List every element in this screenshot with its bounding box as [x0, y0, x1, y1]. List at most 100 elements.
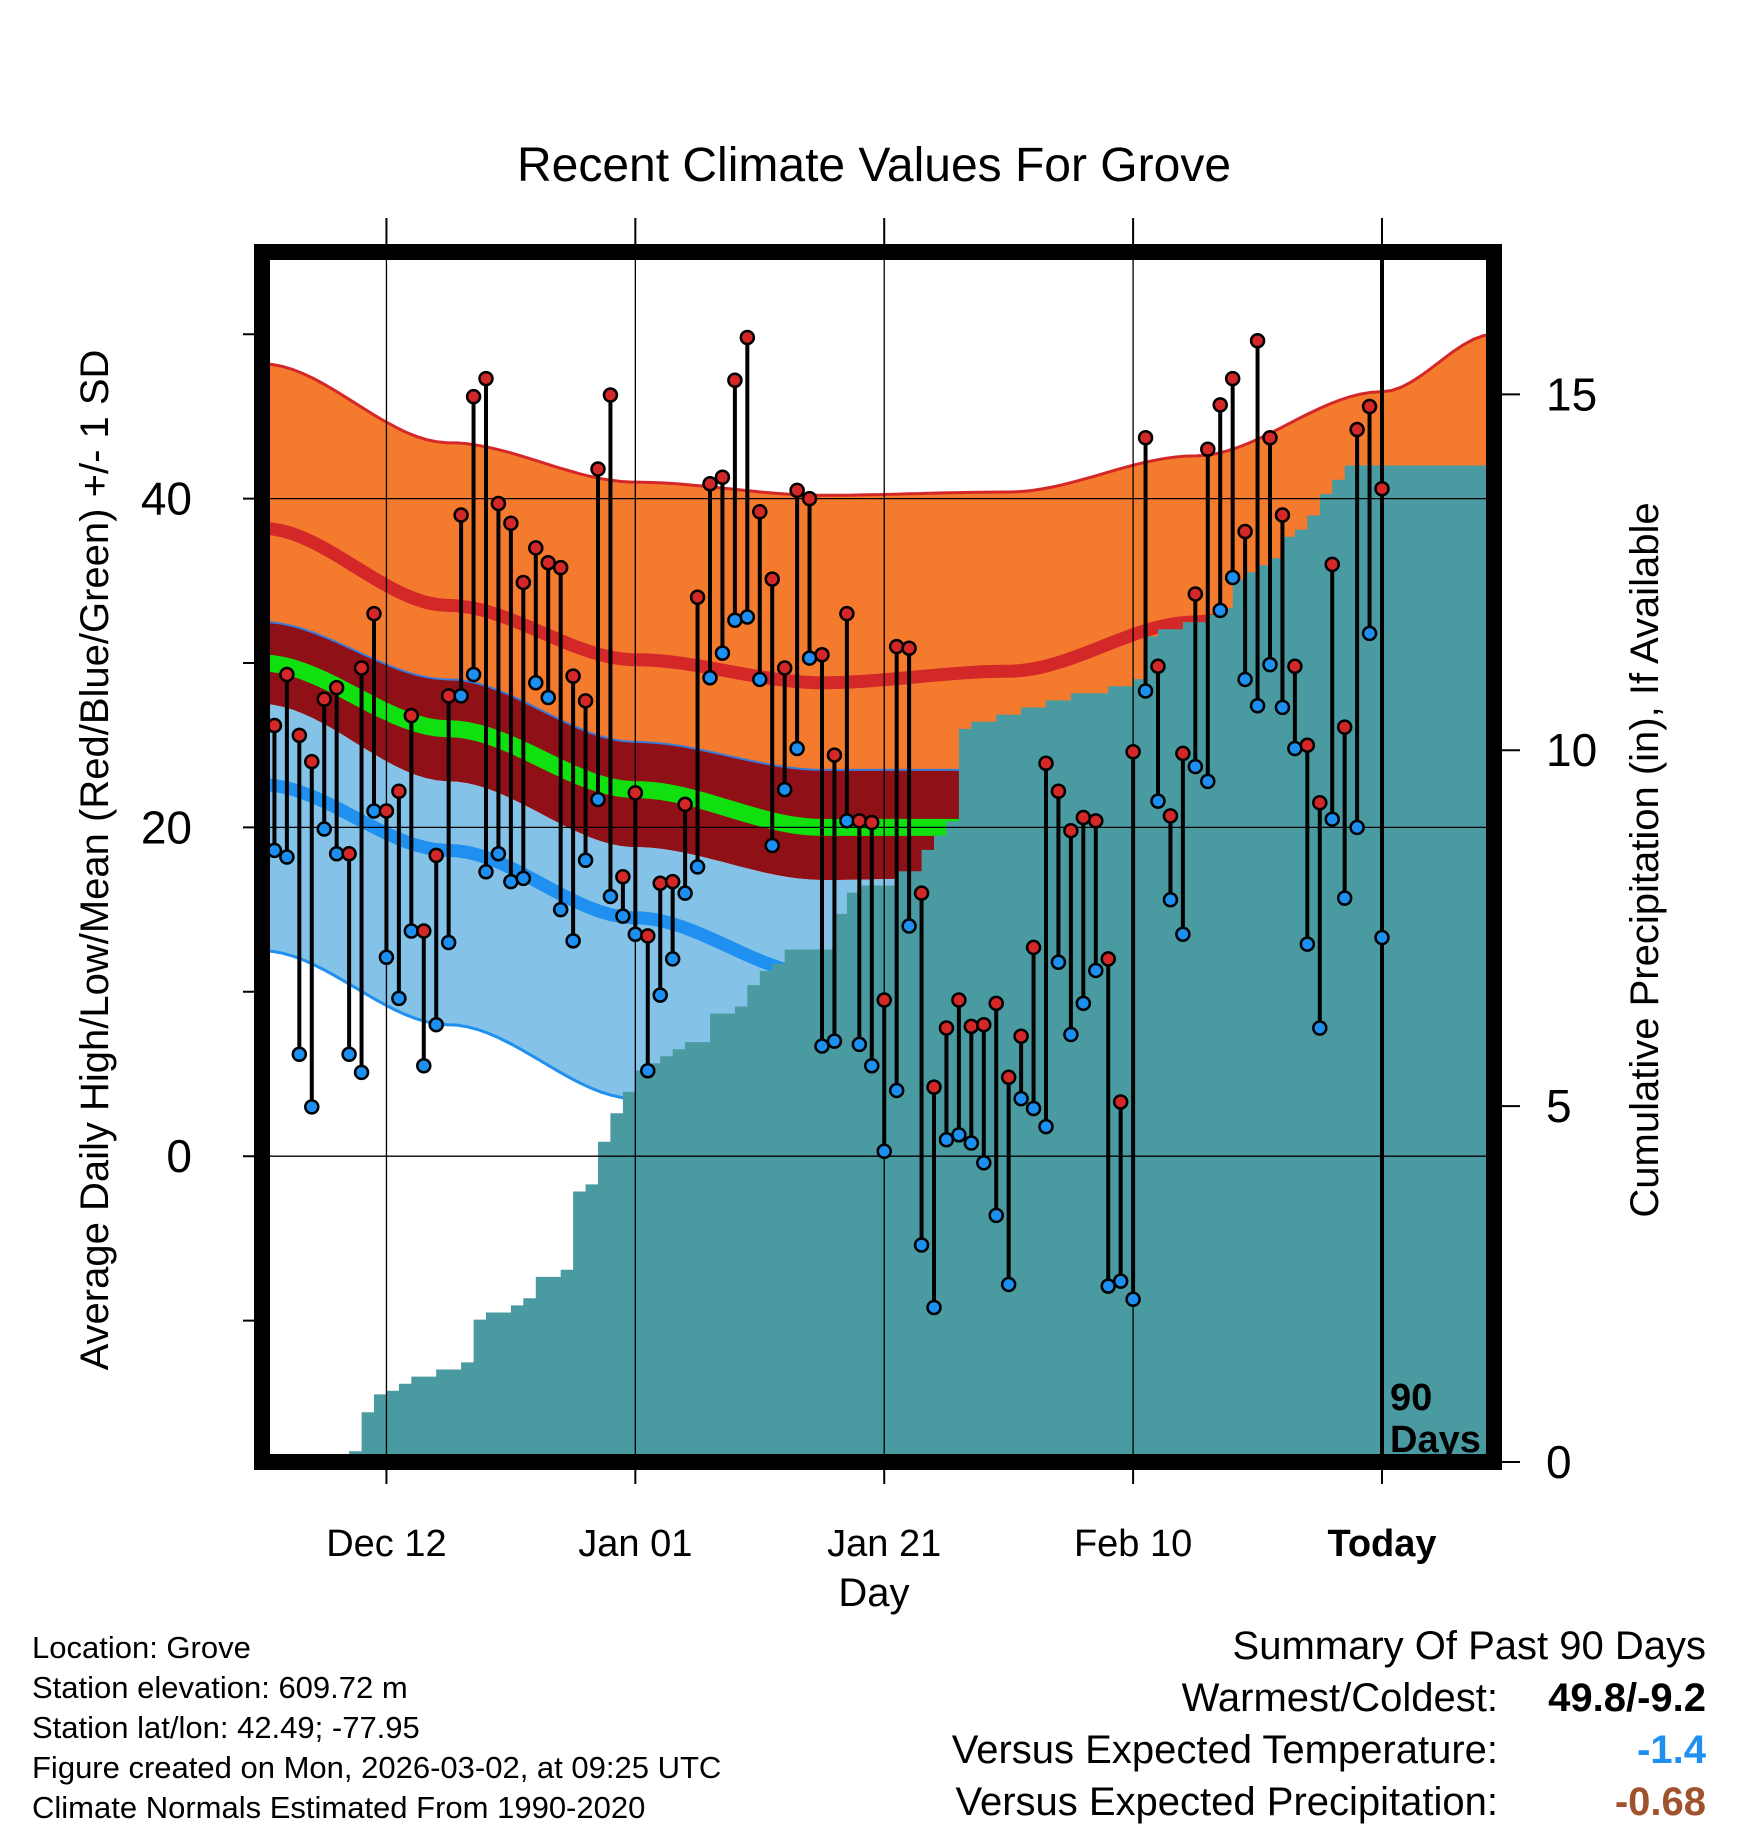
high-upper-edge	[262, 332, 1494, 497]
daily-high-point	[1374, 480, 1390, 497]
daily-high-point	[752, 504, 768, 520]
daily-low-point	[1175, 926, 1191, 943]
daily-low-point	[279, 849, 295, 865]
y-axis-label-left: Average Daily High/Low/Mean (Red/Blue/Gr…	[73, 350, 117, 1371]
daily-low-point	[1312, 1020, 1328, 1036]
daily-low-point	[1349, 819, 1365, 836]
daily-low-point	[528, 674, 544, 691]
daily-low-point	[440, 934, 457, 951]
daily-high-point	[677, 796, 693, 813]
summary-row-precip: Versus Expected Precipitation: -0.68	[806, 1776, 1706, 1828]
daily-low-point	[1013, 1090, 1029, 1107]
station-info: Location: Grove Station elevation: 609.7…	[32, 1628, 721, 1828]
daily-high-point	[876, 992, 892, 1008]
daily-low-point	[1287, 740, 1303, 757]
daily-high-point	[1299, 737, 1316, 753]
daily-high-point	[951, 992, 967, 1008]
daily-high-point	[1100, 951, 1116, 967]
daily-low-point	[1125, 1291, 1141, 1307]
daily-high-point	[1312, 794, 1328, 811]
daily-high-point	[1274, 507, 1291, 523]
daily-high-point	[1050, 783, 1067, 799]
precip-label: Versus Expected Precipitation:	[955, 1780, 1498, 1824]
daily-high-point	[1262, 430, 1278, 446]
daily-high-point	[552, 559, 569, 576]
daily-high-point	[440, 688, 457, 704]
daily-high-point	[577, 693, 594, 709]
daily-low-point	[1324, 811, 1340, 827]
daily-low-point	[615, 908, 631, 924]
daily-high-point	[913, 885, 930, 901]
daily-high-point	[926, 1079, 942, 1095]
daily-low-point	[490, 845, 507, 862]
daily-low-point	[627, 926, 644, 943]
daily-high-point	[739, 329, 756, 346]
daily-low-point	[851, 1036, 868, 1053]
location-line: Location: Grove	[32, 1630, 251, 1665]
daily-high-point	[1088, 813, 1104, 829]
daily-low-point	[1038, 1118, 1054, 1135]
summary-panel: Summary Of Past 90 Days Warmest/Coldest:…	[806, 1620, 1706, 1828]
daily-low-point	[328, 845, 345, 862]
x-tick-label: Jan 21	[827, 1523, 941, 1565]
daily-low-point	[602, 888, 619, 905]
x-axis-label: Day	[838, 1571, 909, 1615]
daily-high-point	[714, 469, 731, 485]
daily-low-point	[1299, 936, 1316, 952]
daily-low-point	[465, 666, 482, 683]
daily-low-point	[864, 1058, 880, 1074]
normals-line: Climate Normals Estimated From 1990-2020	[32, 1790, 646, 1825]
daily-low-point	[503, 873, 519, 890]
daily-low-point	[689, 859, 706, 875]
daily-low-point	[1150, 793, 1166, 809]
daily-low-point	[1100, 1278, 1116, 1294]
daily-low-point	[478, 864, 494, 880]
daily-low-point	[776, 781, 793, 798]
daily-low-point	[764, 837, 780, 854]
daily-high-point	[814, 647, 830, 663]
daily-low-point	[291, 1046, 308, 1063]
daily-high-point	[1125, 744, 1141, 760]
daily-low-point	[652, 987, 668, 1003]
y-left-tick-label: 0	[166, 1130, 192, 1182]
daily-high-point	[1137, 430, 1154, 446]
daily-high-point	[391, 783, 407, 799]
daily-high-point	[378, 803, 395, 819]
daily-high-point	[764, 571, 780, 587]
daily-low-point	[540, 689, 556, 706]
daily-high-point	[826, 747, 843, 763]
y-right-tick-label: 0	[1546, 1436, 1572, 1488]
daily-low-point	[304, 1099, 320, 1115]
daily-high-point	[304, 753, 320, 770]
daily-low-point	[428, 1016, 444, 1033]
chart-title: Recent Climate Values For Grove	[517, 139, 1231, 192]
daily-high-point	[1013, 1028, 1029, 1044]
daily-high-point	[1162, 808, 1179, 824]
y-left-tick-label: 40	[141, 473, 192, 525]
daily-high-point	[428, 847, 444, 864]
daily-high-point	[963, 1018, 980, 1035]
y-right-tick-label: 15	[1546, 368, 1597, 420]
daily-high-point	[453, 507, 469, 523]
summary-title: Summary Of Past 90 Days	[1232, 1624, 1706, 1668]
daily-high-point	[938, 1020, 955, 1036]
daily-high-point	[988, 995, 1004, 1012]
daily-high-point	[478, 370, 494, 387]
daily-high-point	[1000, 1069, 1017, 1086]
daily-high-point	[279, 666, 295, 683]
daily-low-point	[913, 1237, 930, 1253]
daily-low-point	[664, 951, 681, 967]
daily-high-point	[615, 868, 631, 885]
daily-high-point	[801, 490, 818, 507]
daily-high-point	[1224, 370, 1241, 387]
daily-low-point	[1088, 962, 1104, 979]
daily-low-point	[714, 645, 731, 661]
daily-high-point	[702, 476, 718, 492]
daily-high-point	[366, 605, 382, 622]
daily-low-point	[1200, 773, 1216, 790]
warmest-value: 49.8/-9.2	[1548, 1676, 1706, 1720]
daily-low-point	[702, 670, 718, 686]
y-right-tick-label: 10	[1546, 724, 1597, 776]
daily-low-point	[1262, 656, 1278, 673]
daily-high-point	[689, 589, 706, 605]
